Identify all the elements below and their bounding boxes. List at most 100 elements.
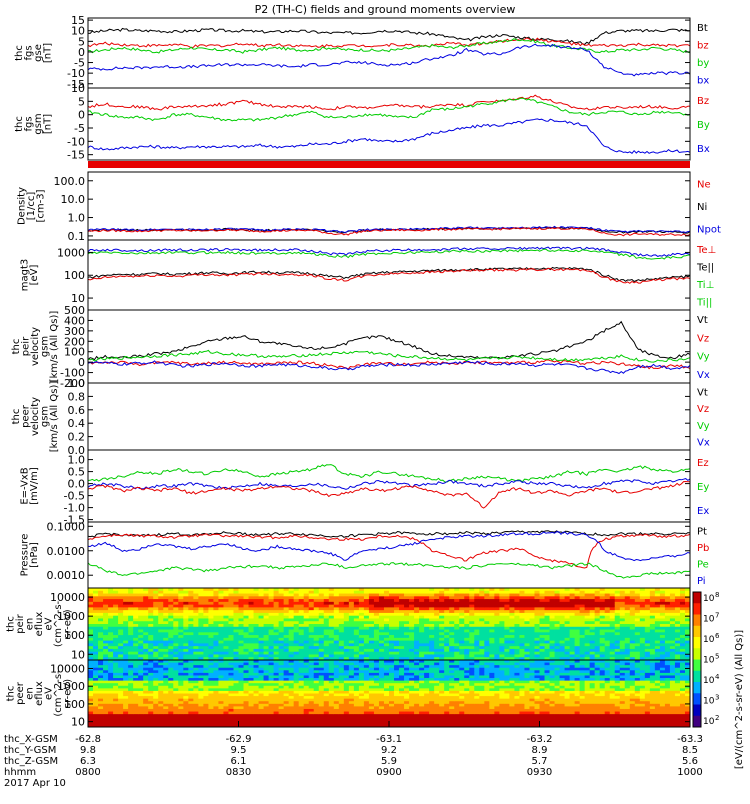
- spectrogram-cell: [244, 610, 249, 613]
- spectrogram-cell: [269, 663, 274, 666]
- spectrogram-cell: [254, 632, 259, 635]
- spectrogram-cell: [595, 616, 600, 619]
- spectrogram-cell: [670, 621, 675, 624]
- spectrogram-cell: [284, 665, 289, 668]
- spectrogram-cell: [394, 712, 399, 715]
- spectrogram-cell: [254, 678, 259, 681]
- spectrogram-cell: [650, 607, 655, 610]
- spectrogram-cell: [299, 607, 304, 610]
- spectrogram-cell: [590, 591, 595, 594]
- spectrogram-cell: [509, 630, 514, 633]
- spectrogram-cell: [454, 602, 459, 605]
- spectrogram-cell: [374, 638, 379, 641]
- spectrogram-cell: [233, 596, 238, 599]
- spectrogram-cell: [314, 696, 319, 699]
- spectrogram-cell: [384, 683, 389, 686]
- spectrogram-cell: [379, 627, 384, 630]
- spectrogram-cell: [349, 722, 354, 725]
- spectrogram-cell: [128, 665, 133, 668]
- spectrogram-cell: [504, 630, 509, 633]
- spectrogram-cell: [173, 681, 178, 684]
- spectrogram-cell: [218, 670, 223, 673]
- spectrogram-cell: [344, 596, 349, 599]
- spectrogram-cell: [143, 627, 148, 630]
- spectrogram-cell: [203, 624, 208, 627]
- spectrogram-cell: [93, 704, 98, 707]
- spectrogram-cell: [329, 686, 334, 689]
- spectrogram-cell: [524, 616, 529, 619]
- spectrogram-cell: [369, 618, 374, 621]
- spectrogram-cell: [660, 649, 665, 652]
- spectrogram-cell: [565, 652, 570, 655]
- spectrogram-cell: [218, 681, 223, 684]
- spectrogram-cell: [193, 610, 198, 613]
- spectrogram-cell: [98, 602, 103, 605]
- spectrogram-cell: [635, 624, 640, 627]
- spectrogram-cell: [284, 722, 289, 725]
- spectrogram-cell: [223, 638, 228, 641]
- spectrogram-cell: [570, 610, 575, 613]
- spectrogram-cell: [419, 607, 424, 610]
- spectrogram-cell: [329, 627, 334, 630]
- spectrogram-cell: [379, 673, 384, 676]
- spectrogram-cell: [379, 675, 384, 678]
- spectrogram-cell: [98, 624, 103, 627]
- spectrogram-cell: [143, 694, 148, 697]
- spectrogram-cell: [379, 719, 384, 722]
- spectrogram-cell: [123, 646, 128, 649]
- spectrogram-cell: [369, 607, 374, 610]
- spectrogram-cell: [244, 681, 249, 684]
- spectrogram-cell: [158, 670, 163, 673]
- spectrogram-cell: [640, 599, 645, 602]
- spectrogram-cell: [254, 712, 259, 715]
- spectrogram-cell: [364, 641, 369, 644]
- spectrogram-cell: [560, 599, 565, 602]
- spectrogram-cell: [369, 709, 374, 712]
- spectrogram-cell: [153, 641, 158, 644]
- spectrogram-cell: [389, 599, 394, 602]
- spectrogram-cell: [344, 670, 349, 673]
- spectrogram-cell: [319, 670, 324, 673]
- spectrogram-cell: [128, 683, 133, 686]
- spectrogram-cell: [545, 643, 550, 646]
- spectrogram-cell: [479, 649, 484, 652]
- spectrogram-cell: [143, 638, 148, 641]
- spectrogram-cell: [670, 632, 675, 635]
- spectrogram-cell: [314, 706, 319, 709]
- spectrogram-cell: [218, 717, 223, 720]
- spectrogram-cell: [264, 722, 269, 725]
- spectrogram-cell: [660, 605, 665, 608]
- spectrogram-cell: [249, 673, 254, 676]
- spectrogram-cell: [560, 591, 565, 594]
- spectrogram-cell: [389, 638, 394, 641]
- spectrogram-cell: [484, 635, 489, 638]
- spectrogram-cell: [364, 719, 369, 722]
- spectrogram-cell: [339, 694, 344, 697]
- spectrogram-cell: [284, 652, 289, 655]
- spectrogram-cell: [359, 599, 364, 602]
- spectrogram-cell: [183, 596, 188, 599]
- spectrogram-cell: [339, 670, 344, 673]
- spectrogram-cell: [424, 602, 429, 605]
- spectrogram-cell: [193, 652, 198, 655]
- spectrogram-cell: [118, 696, 123, 699]
- spectrogram-cell: [454, 621, 459, 624]
- spectrogram-cell: [274, 652, 279, 655]
- spectrogram-cell: [439, 616, 444, 619]
- spectrogram-cell: [113, 688, 118, 691]
- spectrogram-cell: [249, 706, 254, 709]
- spectrogram-cell: [208, 641, 213, 644]
- spectrogram-cell: [254, 594, 259, 597]
- spectrogram-cell: [98, 618, 103, 621]
- spectrogram-cell: [183, 638, 188, 641]
- spectrogram-cell: [570, 605, 575, 608]
- spectrogram-cell: [173, 670, 178, 673]
- spectrogram-cell: [178, 649, 183, 652]
- spectrogram-cell: [264, 712, 269, 715]
- spectrogram-cell: [173, 638, 178, 641]
- spectrogram-cell: [444, 632, 449, 635]
- spectrogram-cell: [294, 675, 299, 678]
- spectrogram-cell: [228, 616, 233, 619]
- spectrogram-cell: [259, 635, 264, 638]
- spectrogram-cell: [128, 641, 133, 644]
